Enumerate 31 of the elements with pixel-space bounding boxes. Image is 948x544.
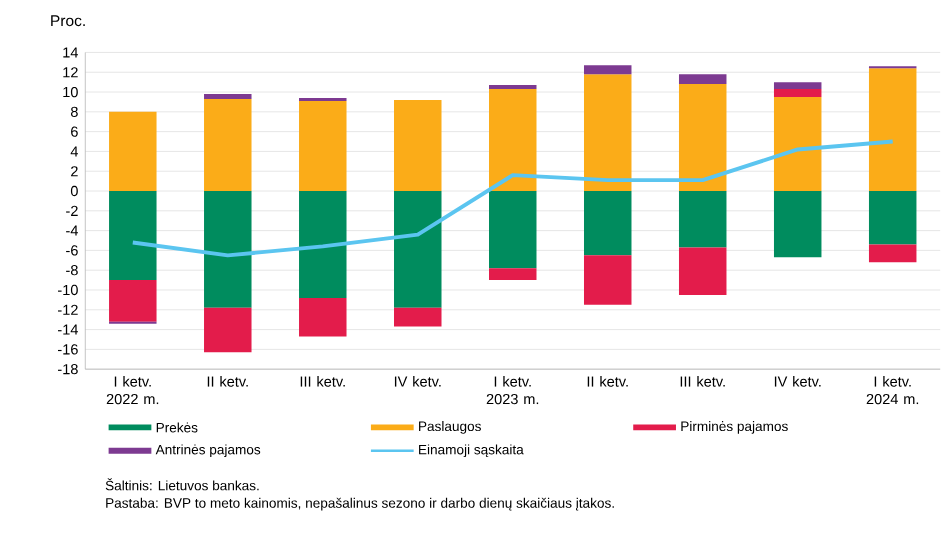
bar	[868, 191, 917, 245]
bar	[204, 98, 252, 192]
bar	[299, 191, 347, 298]
bar	[678, 74, 727, 85]
bar	[583, 191, 632, 256]
bar	[299, 100, 347, 192]
bar	[394, 191, 442, 308]
bar	[678, 191, 727, 248]
bar	[773, 96, 822, 192]
bar	[583, 65, 632, 75]
bar	[773, 82, 822, 90]
bar	[489, 191, 537, 269]
line-series	[130, 139, 895, 258]
bar	[109, 280, 157, 322]
bar	[678, 84, 727, 192]
bar	[394, 307, 442, 327]
bar	[204, 307, 252, 353]
bar	[583, 255, 632, 305]
bar	[773, 191, 822, 258]
bar	[109, 111, 157, 192]
bar	[489, 89, 537, 192]
bar	[489, 268, 537, 281]
bar	[868, 244, 917, 263]
bar	[868, 68, 917, 192]
bar	[204, 191, 252, 308]
bar	[678, 247, 727, 295]
bar	[109, 191, 157, 281]
bar	[299, 297, 347, 337]
bar	[773, 89, 822, 97]
bar	[583, 74, 632, 192]
bar	[394, 99, 442, 192]
